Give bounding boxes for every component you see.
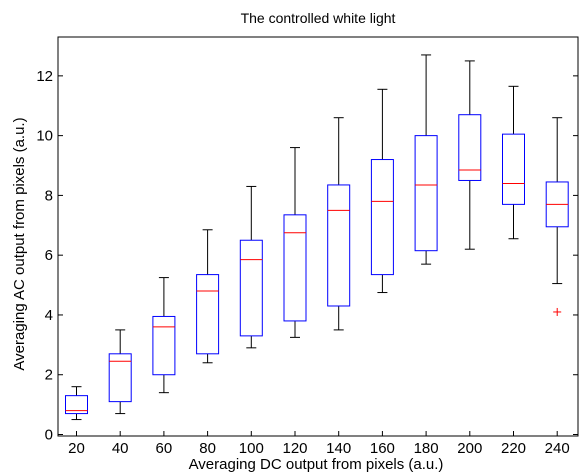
x-axis-label: Averaging DC output from pixels (a.u.)	[189, 456, 444, 473]
box	[414, 135, 438, 252]
y-tick-label: 8	[45, 187, 53, 204]
y-tick-label: 4	[45, 307, 53, 324]
chart-title: The controlled white light	[241, 10, 396, 26]
x-tick-label: 200	[457, 440, 482, 457]
box	[65, 395, 88, 415]
plot-area: 0 2 4 6 8 10 12 20 40 60 80 100 120 140 160 180 200 220 24…	[36, 36, 579, 457]
x-tick-label: 80	[199, 440, 216, 457]
plot-frame	[57, 36, 579, 437]
box	[239, 239, 263, 337]
x-tick-label: 140	[326, 440, 351, 457]
box	[152, 315, 176, 376]
x-tick-label: 220	[501, 440, 526, 457]
box	[502, 133, 525, 205]
box	[108, 353, 132, 403]
x-tick-label: 240	[545, 440, 570, 457]
x-tick-label: 60	[156, 440, 173, 457]
x-tick-label: 20	[68, 440, 85, 457]
x-tick-label: 120	[282, 440, 307, 457]
x-tick-label: 160	[370, 440, 395, 457]
x-tick-label: 100	[239, 440, 264, 457]
x-tick-label: 180	[414, 440, 439, 457]
y-tick-label: 2	[45, 367, 53, 384]
y-tick-label: 12	[36, 68, 53, 85]
box	[283, 214, 307, 322]
y-tick-label: 6	[45, 247, 53, 264]
box	[327, 184, 351, 307]
y-tick-label: 0	[45, 427, 53, 444]
box	[370, 159, 394, 276]
y-axis-label: Averaging AC output from pixels (a.u.)	[11, 117, 28, 370]
x-tick-label: 40	[112, 440, 129, 457]
box	[196, 274, 220, 355]
box	[458, 114, 482, 181]
y-tick-label: 10	[36, 128, 53, 145]
